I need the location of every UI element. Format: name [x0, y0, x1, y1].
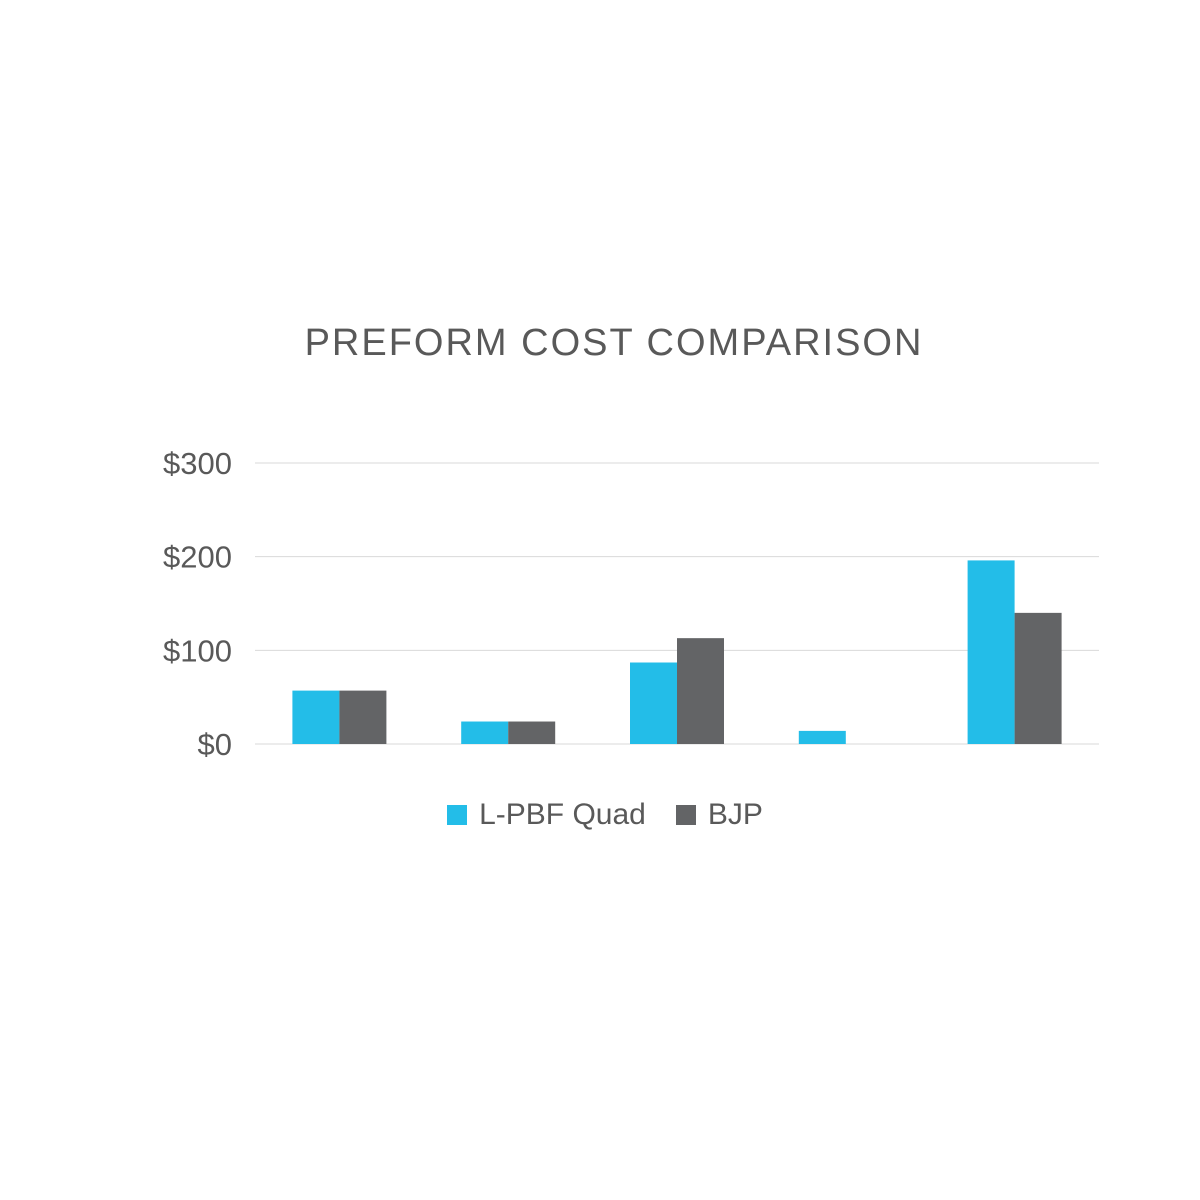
legend-label-bjp: BJP [707, 798, 763, 831]
bar-l-pbf-quad-3 [630, 662, 677, 744]
y-tick-label: $100 [163, 633, 232, 668]
bar-l-pbf-quad-1 [292, 690, 340, 744]
bar-l-pbf-quad-2 [461, 721, 509, 744]
bars [292, 560, 1062, 744]
legend-item-bjp: BJP [675, 798, 763, 832]
chart-title: PREFORM COST COMPARISON [304, 322, 924, 364]
y-tick-label: $300 [163, 446, 232, 481]
y-tick-label: $0 [198, 727, 232, 762]
bar-l-pbf-quad-4 [798, 730, 846, 744]
y-axis-tick-labels: $0 $100 $200 $300 [163, 446, 232, 762]
legend-swatch-l-pbf-quad [447, 805, 468, 825]
bar-bjp-1 [339, 690, 387, 744]
bar-bjp-2 [508, 721, 556, 744]
legend-swatch-bjp [675, 805, 696, 825]
legend: L-PBF Quad BJP [0, 798, 1200, 832]
legend-label-l-pbf-quad: L-PBF Quad [479, 798, 646, 831]
bar-bjp-3 [677, 638, 724, 744]
bar-bjp-5 [1014, 612, 1062, 744]
bar-l-pbf-quad-5 [967, 560, 1015, 744]
y-tick-label: $200 [163, 540, 232, 575]
legend-item-l-pbf-quad: L-PBF Quad [447, 798, 646, 832]
